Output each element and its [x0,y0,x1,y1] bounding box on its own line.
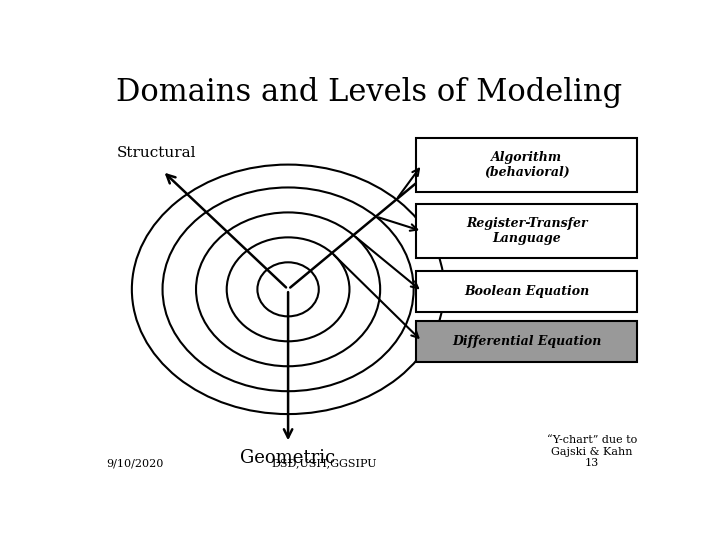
FancyBboxPatch shape [416,204,637,258]
Text: Boolean Equation: Boolean Equation [464,285,589,298]
Text: Domains and Levels of Modeling: Domains and Levels of Modeling [116,77,622,109]
Text: Geometric: Geometric [240,449,336,468]
Text: Structural: Structural [117,146,197,160]
FancyBboxPatch shape [416,138,637,192]
Text: Functional: Functional [417,142,500,156]
Text: Algorithm
(behavioral): Algorithm (behavioral) [484,151,570,179]
FancyBboxPatch shape [416,321,637,362]
Text: “Y-chart” due to
Gajski & Kahn
13: “Y-chart” due to Gajski & Kahn 13 [547,435,637,468]
Text: 9/10/2020: 9/10/2020 [107,458,164,468]
FancyBboxPatch shape [416,271,637,312]
Text: Differential Equation: Differential Equation [452,335,601,348]
Text: DSD,USIT,GGSIPU: DSD,USIT,GGSIPU [271,458,377,468]
Text: Register-Transfer
Language: Register-Transfer Language [466,217,588,245]
